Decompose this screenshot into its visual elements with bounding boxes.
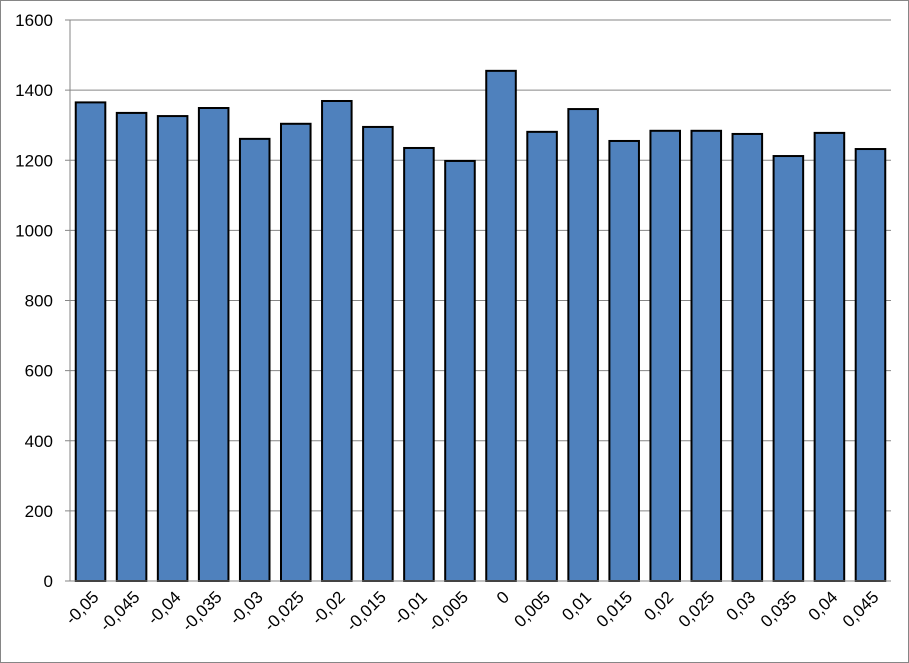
bar [649,129,682,583]
bar [485,69,517,582]
y-tick-label: 1400 [15,81,53,100]
bar [854,148,887,582]
bar [608,139,640,582]
bar [279,122,312,582]
y-tick-label: 400 [25,432,53,451]
bar [403,146,435,582]
y-tick-label: 1600 [15,11,53,30]
y-tick-label: 800 [25,292,53,311]
y-tick-label: 600 [25,362,53,381]
bar [197,107,230,583]
bar [526,130,558,583]
bar [156,115,189,582]
bar [238,137,271,582]
bar [321,99,353,582]
bar [813,131,846,582]
y-tick-label: 200 [25,502,53,521]
y-tick-label: 1200 [15,151,53,170]
bar [362,125,394,583]
bar [567,108,599,582]
bar [444,159,476,582]
bar [74,101,107,582]
bar [690,129,723,583]
bar [731,132,764,582]
bar [772,155,805,582]
y-tick-label: 1000 [15,221,53,240]
bar [115,111,148,583]
y-tick-label: 0 [44,572,53,591]
